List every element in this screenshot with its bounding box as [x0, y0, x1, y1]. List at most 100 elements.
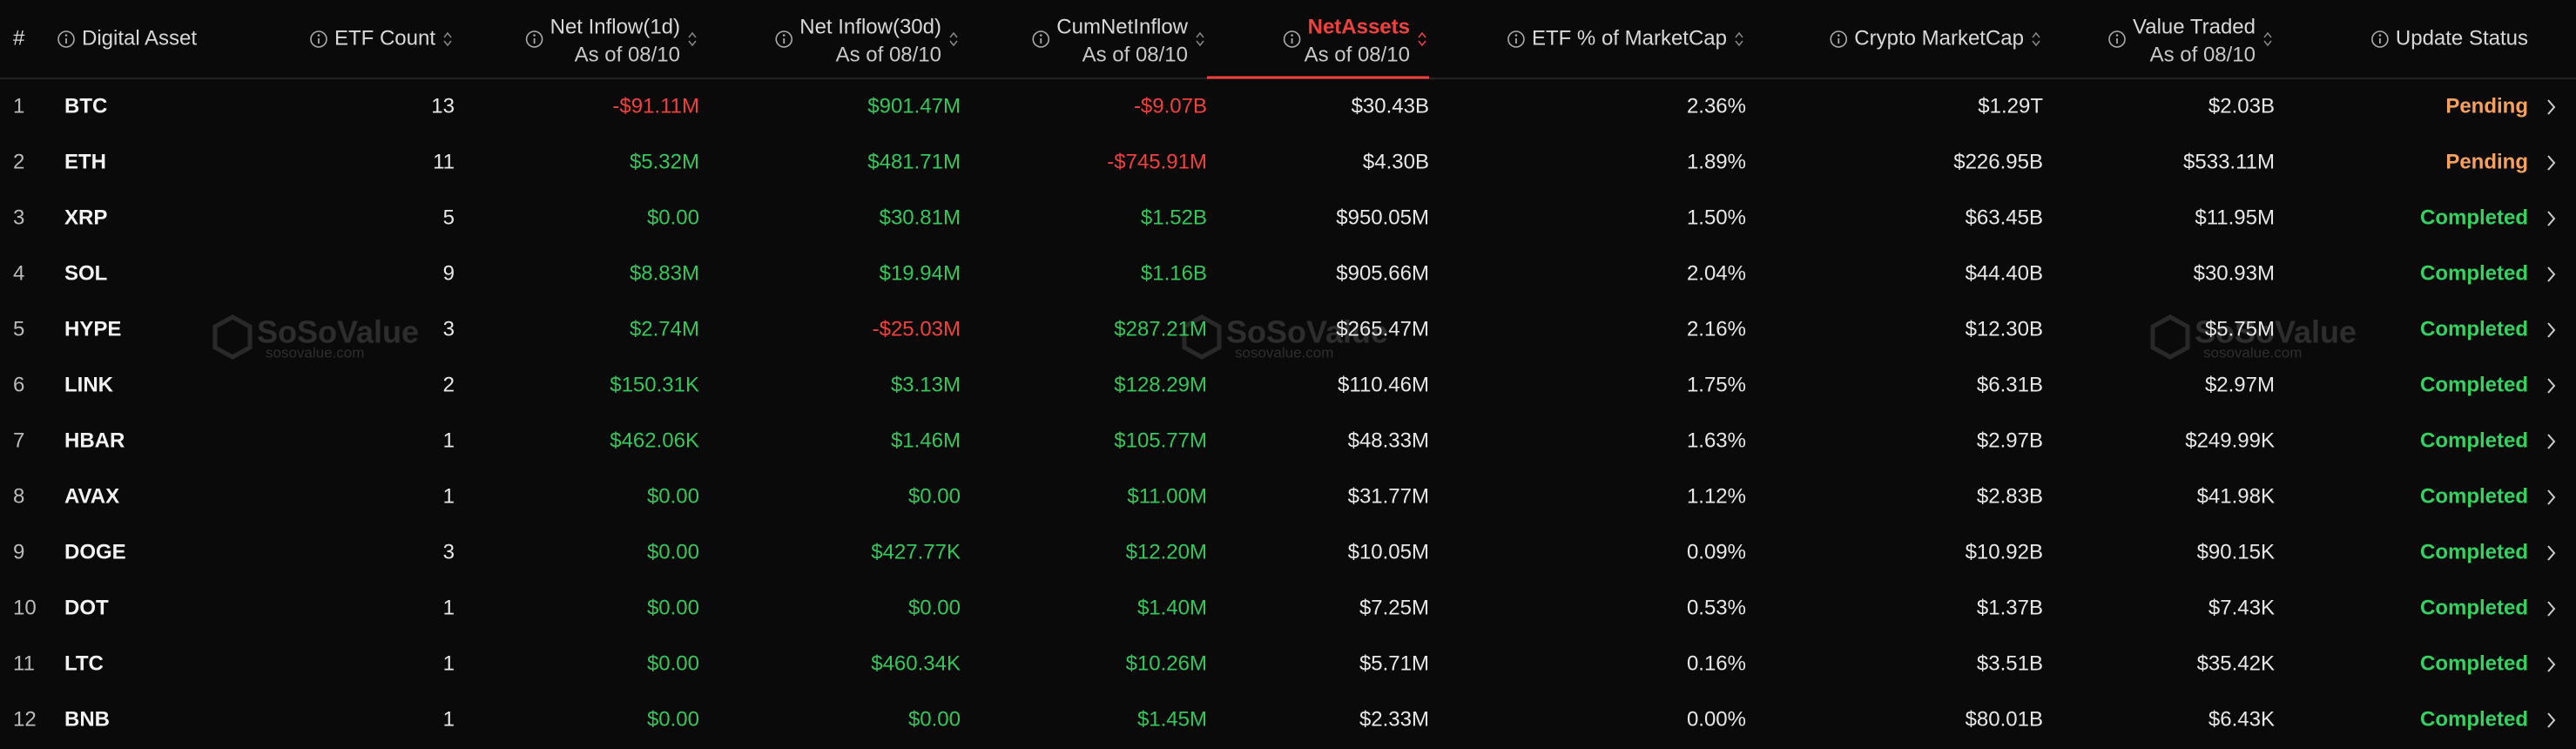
- cell: $5.71M: [1359, 651, 1429, 675]
- cell: 3: [13, 206, 24, 229]
- header-title: CumNetInflow: [1056, 15, 1188, 38]
- cell: 2.36%: [1687, 94, 1746, 118]
- header-subtitle: As of 08/10: [1082, 43, 1188, 66]
- cell: 1.89%: [1687, 150, 1746, 173]
- cell: $460.34K: [871, 651, 961, 675]
- sort-icon[interactable]: [1418, 31, 1426, 47]
- cell: $481.71M: [867, 150, 961, 173]
- cell: -$745.91M: [1107, 150, 1207, 173]
- row-chevron[interactable]: [2547, 211, 2556, 226]
- sort-icon[interactable]: [1735, 31, 1743, 47]
- cell: $0.00: [908, 484, 961, 508]
- row-chevron[interactable]: [2547, 657, 2556, 672]
- header-title: Net Inflow(1d): [550, 15, 680, 38]
- cell: 5: [13, 317, 24, 341]
- cell: $0.00: [647, 484, 699, 508]
- cell: $12.30B: [1966, 317, 2043, 341]
- row-chevron[interactable]: [2547, 712, 2556, 728]
- row-chevron[interactable]: [2547, 601, 2556, 617]
- sort-icon[interactable]: [688, 31, 697, 47]
- cell: 2: [13, 150, 24, 173]
- cell: $8.83M: [630, 261, 699, 285]
- watermark-name: SoSoValue: [1226, 314, 1388, 350]
- watermark-logo: [212, 314, 253, 360]
- watermark-logo: [1182, 314, 1222, 360]
- sort-icon[interactable]: [2263, 31, 2272, 47]
- cell: $30.81M: [880, 206, 961, 229]
- cell: $2.97M: [2205, 373, 2275, 396]
- sort-icon[interactable]: [949, 31, 958, 47]
- cell: 0.53%: [1687, 596, 1746, 619]
- watermark-url: sosovalue.com: [1235, 344, 1333, 361]
- status: Pending: [2445, 94, 2528, 118]
- info-icon: [775, 30, 793, 48]
- header-title: Net Inflow(30d): [799, 15, 941, 38]
- row-chevron[interactable]: [2547, 99, 2556, 115]
- info-icon: [1283, 30, 1301, 48]
- row-chevron[interactable]: [2547, 545, 2556, 561]
- cell: 0.16%: [1687, 651, 1746, 675]
- cell: $3.13M: [891, 373, 961, 396]
- status: Completed: [2420, 484, 2528, 508]
- status: Pending: [2445, 150, 2528, 173]
- status: Completed: [2420, 373, 2528, 396]
- cell: $6.31B: [1977, 373, 2043, 396]
- status: Completed: [2420, 317, 2528, 341]
- cell: $90.15K: [2197, 540, 2275, 563]
- cell: 1: [443, 484, 455, 508]
- cell: -$9.07B: [1134, 94, 1207, 118]
- sort-icon[interactable]: [2032, 31, 2040, 47]
- info-icon: [1507, 30, 1525, 48]
- cell: $105.77M: [1114, 428, 1207, 452]
- cell: HYPE: [64, 317, 121, 341]
- row-chevron[interactable]: [2547, 322, 2556, 338]
- cell: $1.29T: [1978, 94, 2043, 118]
- row-chevron[interactable]: [2547, 267, 2556, 282]
- info-icon: [2371, 30, 2389, 48]
- cell: 1.12%: [1687, 484, 1746, 508]
- row-chevron[interactable]: [2547, 155, 2556, 171]
- cell: 1: [443, 428, 455, 452]
- cell: $5.32M: [630, 150, 699, 173]
- cell: $10.05M: [1348, 540, 1429, 563]
- cell: $110.46M: [1338, 373, 1429, 396]
- cell: $35.42K: [2197, 651, 2275, 675]
- cell: SOL: [64, 261, 107, 285]
- cell: 12: [13, 707, 37, 731]
- cell: $3.51B: [1977, 651, 2043, 675]
- cell: $427.77K: [871, 540, 961, 563]
- sort-icon[interactable]: [443, 31, 452, 47]
- cell: 2.04%: [1687, 261, 1746, 285]
- row-chevron[interactable]: [2547, 434, 2556, 449]
- cell: $287.21M: [1114, 317, 1207, 341]
- info-icon: [1830, 30, 1848, 48]
- cell: 11: [13, 651, 35, 675]
- cell: ETH: [64, 150, 106, 173]
- cell: 8: [13, 484, 24, 508]
- cell: 7: [13, 428, 24, 452]
- info-icon-dot: [317, 34, 320, 37]
- cell: 9: [13, 540, 24, 563]
- cell: LINK: [64, 373, 114, 396]
- row-chevron[interactable]: [2547, 378, 2556, 394]
- info-icon-dot: [64, 34, 68, 37]
- row-chevron[interactable]: [2547, 489, 2556, 505]
- cell: DOGE: [64, 540, 126, 563]
- cell: $48.33M: [1348, 428, 1429, 452]
- cell: $150.31K: [610, 373, 699, 396]
- cell: $1.46M: [891, 428, 961, 452]
- header-subtitle: As of 08/10: [2150, 43, 2256, 66]
- cell: $2.74M: [630, 317, 699, 341]
- cell: $0.00: [647, 206, 699, 229]
- cell: $44.40B: [1966, 261, 2043, 285]
- status: Completed: [2420, 651, 2528, 675]
- sort-icon[interactable]: [1196, 31, 1204, 47]
- cell: $901.47M: [867, 94, 961, 118]
- header-title: #: [13, 26, 25, 50]
- header-subtitle: As of 08/10: [1305, 43, 1410, 66]
- info-icon-dot: [2378, 34, 2382, 37]
- cell: $1.40M: [1137, 596, 1207, 619]
- watermark-url: sosovalue.com: [2203, 344, 2302, 361]
- cell: $2.03B: [2208, 94, 2275, 118]
